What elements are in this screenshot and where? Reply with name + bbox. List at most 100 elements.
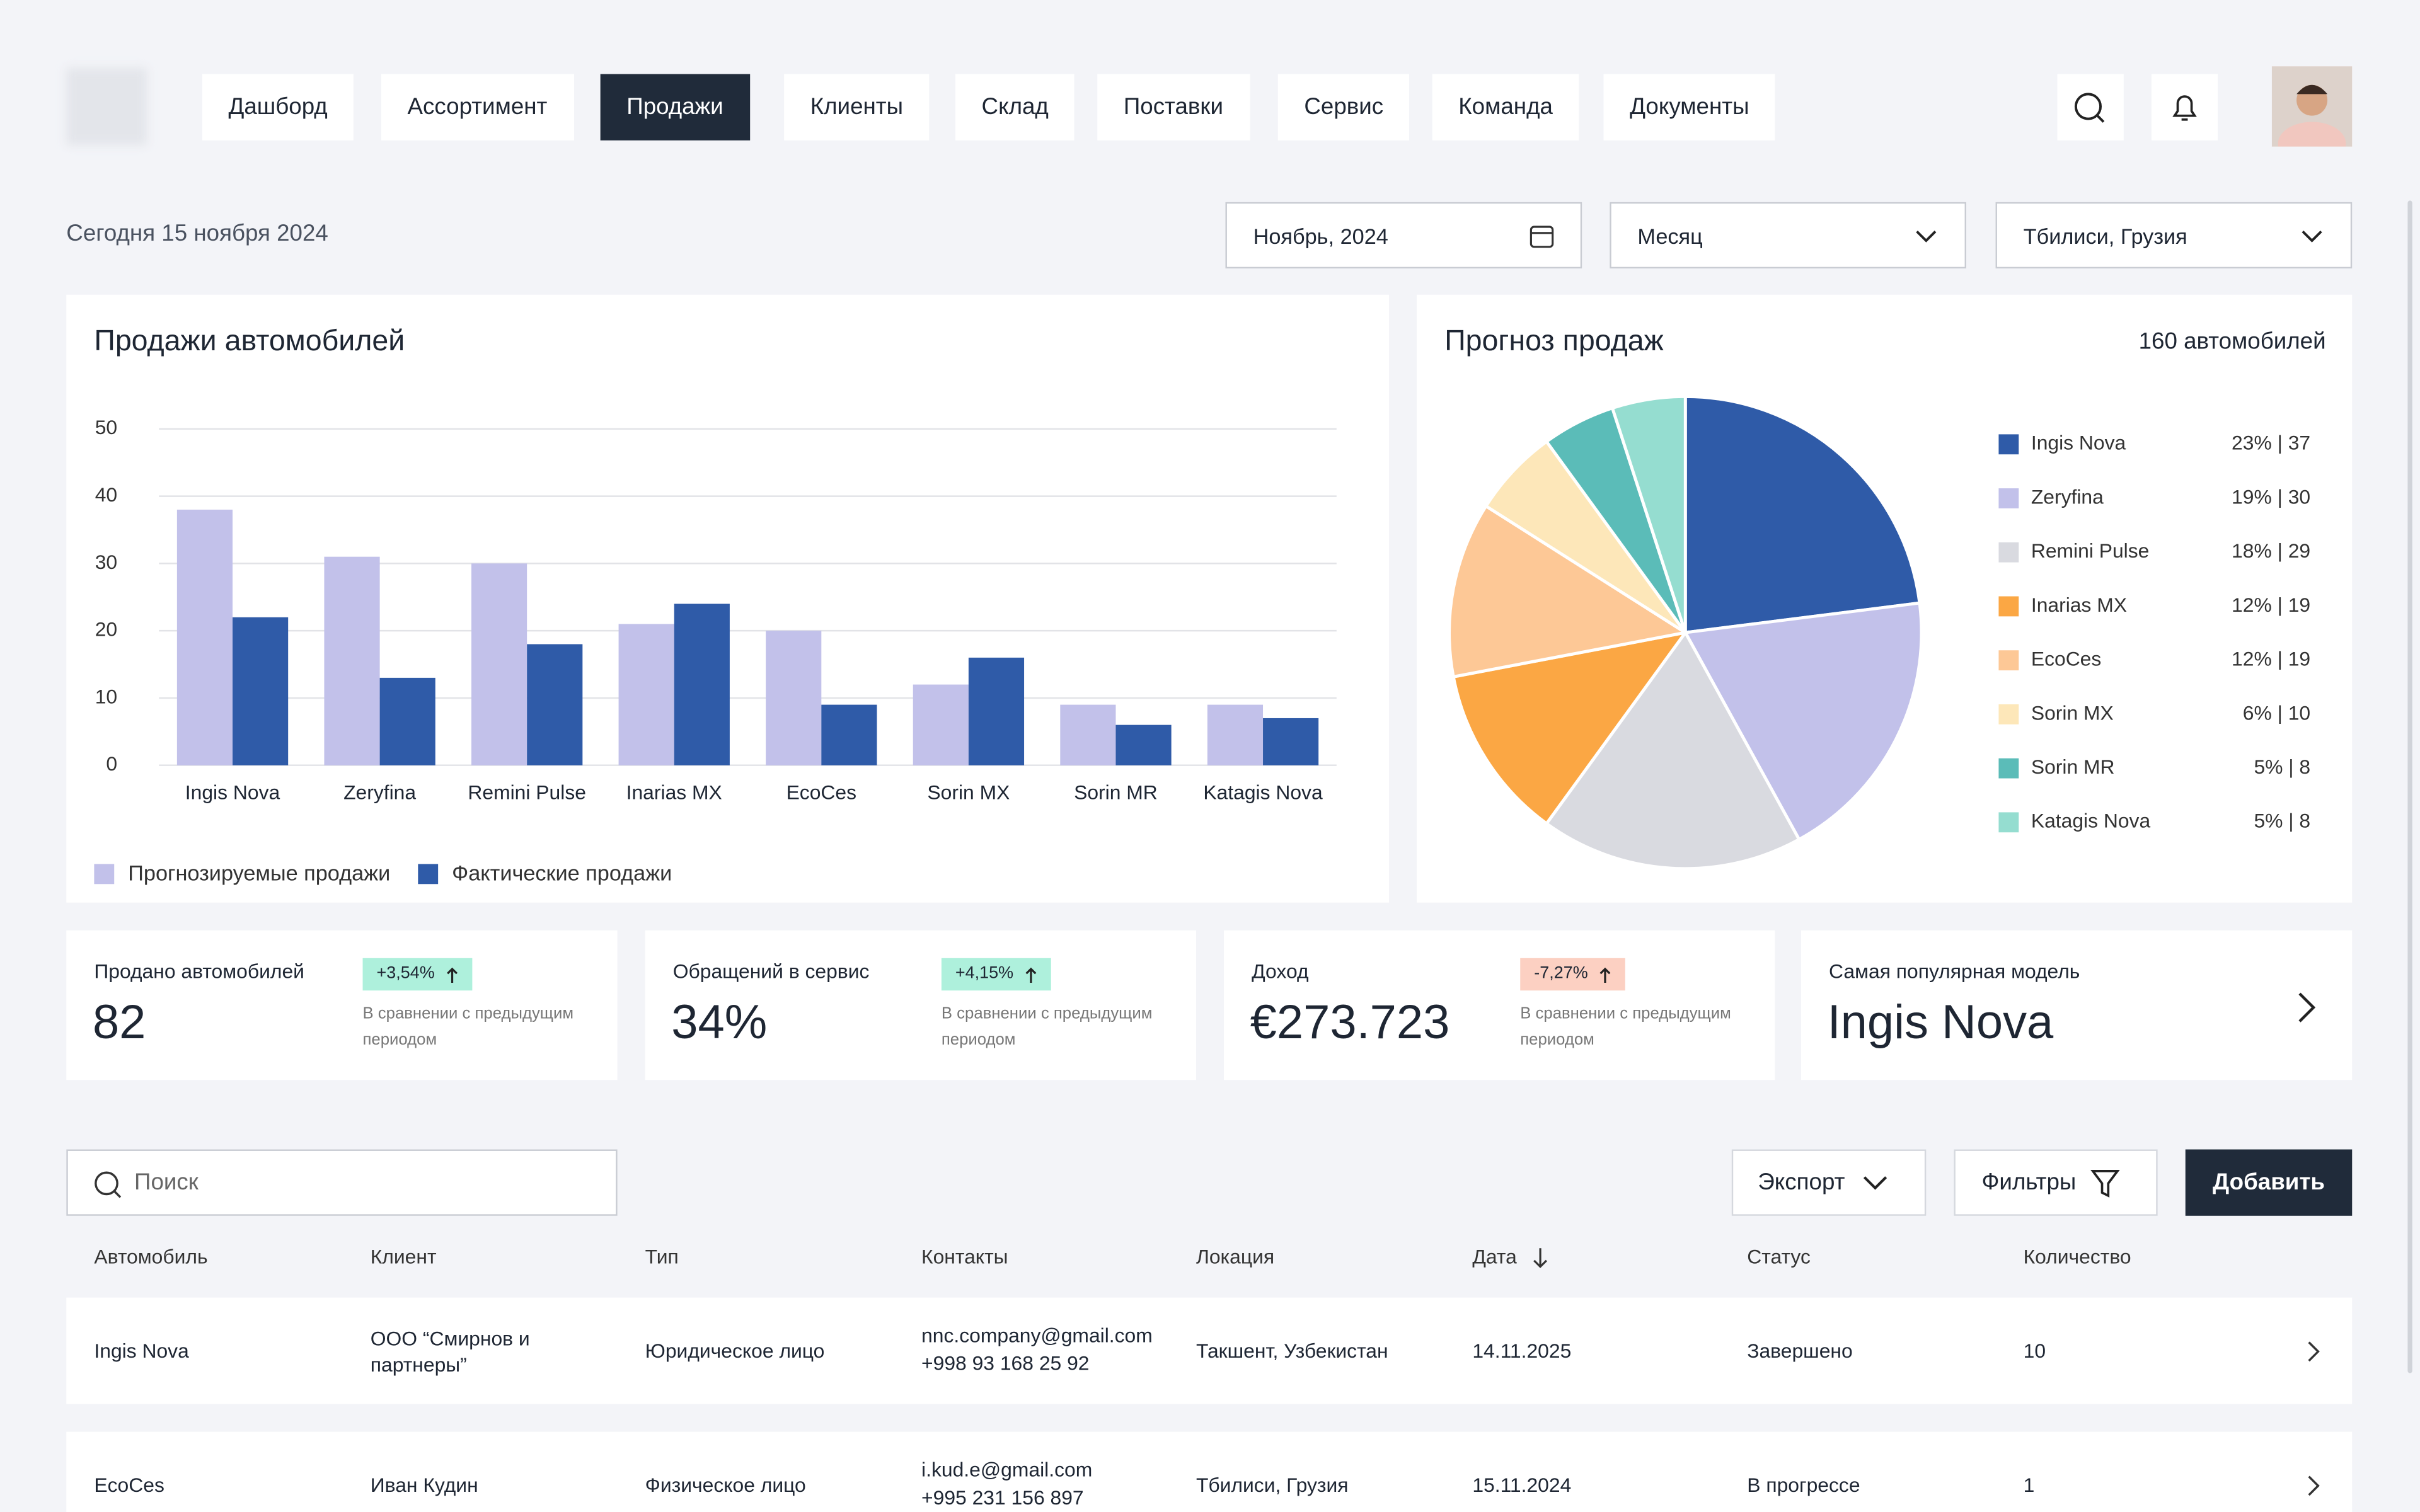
- scrollbar[interactable]: [2407, 200, 2412, 1373]
- filter-select[interactable]: Ноябрь, 2024: [1225, 202, 1582, 269]
- bar: [324, 556, 380, 765]
- search-input[interactable]: Поиск: [66, 1149, 618, 1216]
- bar: [1060, 704, 1116, 765]
- x-tick-label: Katagis Nova: [1203, 781, 1323, 804]
- logo[interactable]: [66, 67, 147, 146]
- trend-arrow: [446, 967, 458, 983]
- kpi-value: €273.723: [1250, 995, 1450, 1050]
- kpi-card: Продано автомобилей 82 +3,54% В сравнении с…: [66, 930, 618, 1080]
- bar: [618, 624, 674, 765]
- bar: [471, 563, 527, 765]
- bar: [821, 704, 877, 765]
- value-label: 5% | 8: [2254, 755, 2310, 778]
- avatar[interactable]: [2271, 66, 2353, 147]
- table-cell: Ingis Nova: [94, 1339, 189, 1363]
- filter-value: Ноябрь, 2024: [1253, 222, 1388, 248]
- date-label: Сегодня 15 ноября 2024: [66, 220, 328, 247]
- export-button[interactable]: Экспорт: [1731, 1149, 1927, 1216]
- filter-select[interactable]: Тбилиси, Грузия: [1995, 202, 2353, 269]
- kpi-change: -7,27%: [1520, 958, 1625, 991]
- contact-email: i.kud.e@gmail.com: [921, 1458, 1093, 1482]
- nav-tab[interactable]: Поставки: [1097, 74, 1250, 140]
- legend-label: Inarias MX: [2031, 593, 2127, 616]
- avatar-image: [2271, 66, 2353, 147]
- y-tick-label: 30: [95, 551, 117, 573]
- sort-icon: [1533, 1248, 1547, 1268]
- kpi-value: 82: [92, 995, 146, 1050]
- column-header: Клиент: [370, 1245, 437, 1269]
- legend-label: Sorin MR: [2031, 755, 2115, 778]
- table-cell: 14.11.2025: [1472, 1339, 1572, 1363]
- add-button[interactable]: Добавить: [2185, 1149, 2353, 1216]
- dropdown-icon: [1864, 1175, 1888, 1189]
- nav-tab[interactable]: Склад: [955, 74, 1075, 140]
- kpi-note: В сравнении с предыдущим периодом: [362, 1004, 574, 1050]
- table-cell: ООО “Смирнов и партнеры”: [370, 1326, 530, 1376]
- contact-phone: +998 93 168 25 92: [921, 1351, 1090, 1375]
- bar: [674, 604, 730, 765]
- pie-slice: [1448, 503, 1690, 679]
- kpi-label: Продано автомобилей: [94, 959, 304, 983]
- nav-tab[interactable]: Ассортимент: [381, 74, 574, 140]
- bar-chart-card: Продажи автомобилей 0 10 20 30 40 50 Прогнозир…: [66, 294, 1390, 903]
- contact-phone: +995 231 156 897: [921, 1486, 1084, 1509]
- bar: [913, 684, 969, 765]
- table-cell: Такшент, Узбекистан: [1196, 1339, 1388, 1363]
- column-header: Контакты: [921, 1245, 1008, 1269]
- pie-chart: Прогноз продаж 160 автомобилей Ingis Nov…: [1444, 324, 2326, 871]
- x-tick-label: Inarias MX: [626, 781, 722, 804]
- legend-label: EcoCes: [2031, 648, 2101, 670]
- legend-swatch: [1998, 758, 2019, 779]
- filters-button[interactable]: Фильтры: [1954, 1149, 2158, 1216]
- bar: [233, 617, 289, 765]
- y-tick-label: 50: [95, 416, 117, 438]
- chart-title: Прогноз продаж: [1444, 324, 1663, 357]
- column-header[interactable]: Дата: [1472, 1245, 1547, 1268]
- search-button[interactable]: [2057, 74, 2124, 140]
- bar: [1263, 718, 1319, 765]
- kpi-change: +4,15%: [941, 958, 1051, 991]
- y-tick-label: 40: [95, 483, 117, 506]
- bar: [379, 677, 435, 765]
- column-header: Количество: [2023, 1245, 2131, 1269]
- legend-swatch: [1998, 650, 2019, 671]
- filter-select[interactable]: Месяц: [1610, 202, 1967, 269]
- y-tick-label: 20: [95, 618, 117, 641]
- value-label: 23% | 37: [2232, 432, 2310, 454]
- trend-arrow: [1025, 967, 1036, 983]
- x-tick-label: Sorin MR: [1074, 781, 1158, 804]
- nav-tab[interactable]: Сервис: [1277, 74, 1410, 140]
- bar: [176, 509, 233, 765]
- nav-tab[interactable]: Клиенты: [784, 74, 930, 140]
- kpi-value: 34%: [671, 995, 768, 1050]
- nav-tab[interactable]: Документы: [1603, 74, 1776, 140]
- x-tick-label: Zeryfina: [343, 781, 417, 804]
- legend-swatch: [418, 864, 439, 885]
- kpi-note: В сравнении с предыдущим периодом: [1520, 1004, 1731, 1050]
- nav-tab[interactable]: Продажи: [600, 74, 750, 140]
- row-chevron: [2308, 1475, 2320, 1496]
- notifications-button[interactable]: [2151, 74, 2218, 140]
- nav-tab[interactable]: Дашборд: [202, 74, 354, 140]
- table-row[interactable]: Ingis Nova ООО “Смирнов и партнеры” Юридич…: [66, 1297, 2353, 1404]
- popular-model-card[interactable]: Самая популярная модель Ingis Nova: [1801, 930, 2353, 1080]
- table-row[interactable]: EcoCes Иван Кудин Физическое лицо i.kud.e@g…: [66, 1431, 2353, 1512]
- legend-swatch: [1998, 488, 2019, 508]
- nav-tab[interactable]: Команда: [1432, 74, 1579, 140]
- column-header: Автомобиль: [94, 1245, 208, 1269]
- bar-chart: Продажи автомобилей 0 10 20 30 40 50 Прогнозир…: [94, 324, 1337, 886]
- kpi-label: Доход: [1252, 959, 1309, 983]
- legend-label: Прогнозируемые продажи: [128, 862, 390, 886]
- legend-label: Sorin MX: [2031, 701, 2114, 724]
- table-cell: В прогрессе: [1747, 1473, 1860, 1497]
- x-tick-label: Remini Pulse: [468, 781, 586, 804]
- button-label: Экспорт: [1758, 1169, 1845, 1196]
- bar: [766, 631, 822, 765]
- table-cell: Иван Кудин: [370, 1473, 478, 1497]
- column-header: Локация: [1196, 1245, 1275, 1269]
- table-cell: 10: [2023, 1339, 2046, 1363]
- search-placeholder: Поиск: [134, 1169, 199, 1196]
- y-tick-label: 10: [95, 685, 117, 707]
